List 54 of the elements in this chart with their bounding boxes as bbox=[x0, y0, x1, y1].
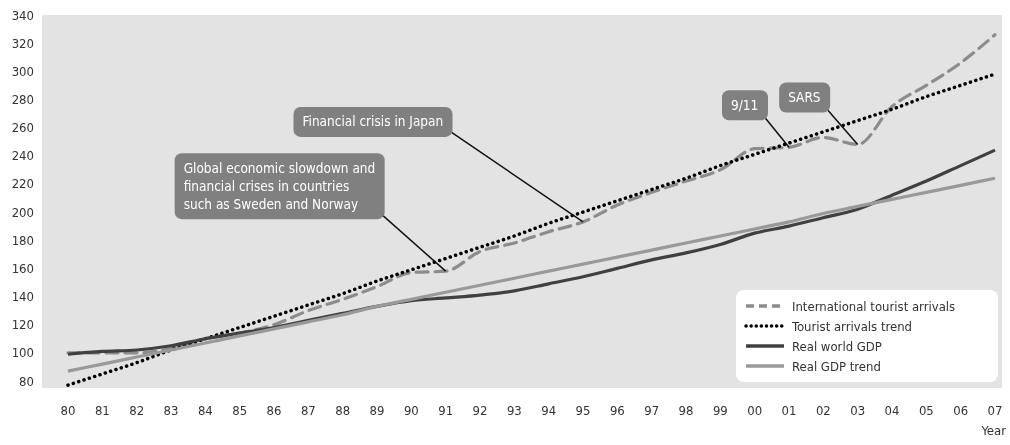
x-tick-label: 02 bbox=[815, 402, 831, 418]
x-tick-label: 07 bbox=[987, 402, 1003, 418]
x-tick-label: 03 bbox=[850, 402, 866, 418]
x-tick-label: 87 bbox=[300, 402, 316, 418]
x-tick-label: 01 bbox=[781, 402, 797, 418]
x-tick-label: 81 bbox=[94, 402, 110, 418]
x-tick-label: 92 bbox=[472, 402, 488, 418]
x-tick-label: 95 bbox=[575, 402, 591, 418]
y-tick-label: 320 bbox=[11, 35, 34, 51]
y-tick-label: 140 bbox=[11, 289, 34, 305]
x-tick-label: 91 bbox=[438, 402, 454, 418]
line-series bbox=[66, 33, 997, 355]
x-tick-label: 93 bbox=[506, 402, 522, 418]
x-tick-label: 82 bbox=[129, 402, 145, 418]
y-tick-label: 80 bbox=[19, 373, 34, 389]
x-tick-label: 98 bbox=[678, 402, 694, 418]
x-tick-label: 06 bbox=[953, 402, 969, 418]
y-tick-label: 260 bbox=[11, 120, 34, 136]
x-tick-label: 96 bbox=[609, 402, 625, 418]
x-axis-title: Year bbox=[980, 423, 1007, 438]
y-tick-label: 100 bbox=[11, 345, 34, 361]
x-tick-label: 89 bbox=[369, 402, 385, 418]
y-tick-label: 280 bbox=[11, 92, 34, 107]
line-series bbox=[66, 176, 997, 373]
x-tick-label: 90 bbox=[403, 402, 419, 418]
legend-label: Real GDP trend bbox=[792, 358, 881, 374]
y-tick-label: 160 bbox=[11, 260, 34, 276]
annotation: 9/11 bbox=[731, 96, 759, 113]
x-tick-label: 05 bbox=[918, 402, 934, 418]
x-tick-label: 99 bbox=[712, 402, 728, 418]
y-tick-label: 200 bbox=[11, 204, 34, 220]
x-tick-label: 04 bbox=[884, 402, 900, 418]
line-series bbox=[66, 72, 997, 387]
y-tick-label: 240 bbox=[11, 148, 34, 164]
legend-label: Tourist arrivals trend bbox=[791, 318, 913, 334]
annotation: Financial crisis in Japan bbox=[302, 113, 444, 130]
x-tick-label: 84 bbox=[197, 402, 213, 418]
y-tick-label: 120 bbox=[11, 317, 34, 333]
legend-label: Real world GDP bbox=[792, 338, 882, 354]
x-tick-label: 94 bbox=[541, 402, 557, 418]
x-tick-label: 83 bbox=[163, 402, 179, 418]
annotation: SARS bbox=[788, 88, 821, 105]
x-tick-label: 85 bbox=[232, 402, 248, 418]
y-tick-label: 300 bbox=[11, 63, 34, 79]
x-tick-label: 97 bbox=[644, 402, 660, 418]
y-tick-label: 180 bbox=[11, 232, 34, 248]
y-tick-label: 220 bbox=[11, 176, 34, 192]
x-tick-label: 88 bbox=[335, 402, 351, 418]
x-tick-label: 00 bbox=[747, 402, 763, 418]
y-tick-label: 340 bbox=[11, 7, 34, 23]
legend-label: International tourist arrivals bbox=[792, 298, 956, 314]
x-tick-label: 86 bbox=[266, 402, 282, 418]
annotation: Global economic slowdown and financial crises in countries such as Sweden and Norway bbox=[183, 159, 376, 212]
x-tick-label: 80 bbox=[60, 402, 76, 418]
